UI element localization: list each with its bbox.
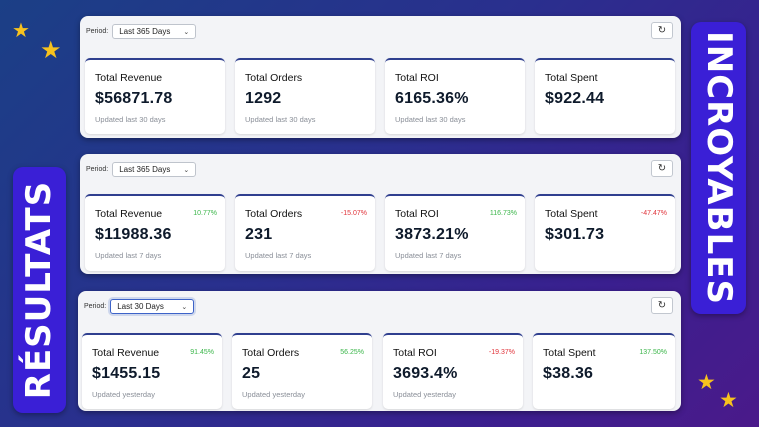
refresh-button[interactable]: ↻ (651, 22, 673, 39)
period-select[interactable]: Last 365 Days ⌄ (112, 24, 197, 39)
card-total-spent: Total Spent $922.44 (535, 58, 675, 134)
card-change-badge: -15.07% (340, 210, 367, 217)
card-change-badge: -47.47% (640, 210, 667, 217)
card-updated-text: Updated yesterday (92, 390, 155, 399)
refresh-icon: ↻ (657, 300, 667, 311)
period-control: Period: Last 365 Days ⌄ (86, 24, 197, 39)
period-label: Period: (84, 303, 107, 310)
card-change-badge: 137.50% (639, 349, 667, 356)
period-select[interactable]: Last 365 Days ⌄ (112, 162, 197, 177)
card-value: 3693.4% (393, 365, 458, 382)
period-select[interactable]: Last 30 Days ⌄ (110, 299, 195, 314)
banner-resultats: RÉSULTATS (13, 167, 66, 413)
card-total-revenue: Total Revenue $56871.78 Updated last 30 … (85, 58, 225, 134)
card-total-orders: Total Orders 56.25% 25 Updated yesterday (232, 333, 372, 409)
card-title: Total ROI (395, 208, 439, 220)
stats-panel-3: Period: Last 30 Days ⌄ ↻ Total Revenue 9… (78, 291, 681, 411)
chevron-down-icon: ⌄ (181, 303, 188, 311)
card-total-spent: Total Spent -47.47% $301.73 (535, 194, 675, 271)
card-value: 25 (242, 365, 261, 382)
card-value: 3873.21% (395, 226, 469, 243)
stats-panel-2: Period: Last 365 Days ⌄ ↻ Total Revenue … (80, 154, 681, 274)
card-value: $38.36 (543, 365, 594, 382)
card-value: 6165.36% (395, 90, 469, 107)
period-control: Period: Last 30 Days ⌄ (84, 299, 195, 314)
stats-panel-1: Period: Last 365 Days ⌄ ↻ Total Revenue … (80, 16, 681, 138)
banner-incroyables: INCROYABLES (691, 22, 746, 314)
banner-incroyables-text: INCROYABLES (698, 31, 739, 305)
card-title: Total Revenue (92, 347, 160, 359)
card-change-badge: 10.77% (193, 210, 217, 217)
card-updated-text: Updated yesterday (242, 390, 305, 399)
period-select-value: Last 365 Days (119, 27, 171, 36)
period-select-value: Last 365 Days (119, 165, 171, 174)
card-updated-text: Updated last 30 days (395, 115, 466, 124)
card-value: $922.44 (545, 90, 605, 107)
card-title: Total Spent (543, 347, 596, 359)
card-total-orders: Total Orders -15.07% 231 Updated last 7 … (235, 194, 375, 271)
card-title: Total Orders (245, 208, 303, 220)
chevron-down-icon: ⌄ (183, 28, 190, 36)
refresh-button[interactable]: ↻ (651, 297, 673, 314)
card-title: Total Orders (245, 72, 303, 84)
card-title: Total Revenue (95, 72, 163, 84)
card-title: Total Spent (545, 72, 598, 84)
card-title: Total Spent (545, 208, 598, 220)
card-change-badge: 91.45% (190, 349, 214, 356)
card-change-badge: 116.73% (489, 210, 517, 217)
period-select-value: Last 30 Days (117, 302, 164, 311)
card-value: $1455.15 (92, 365, 161, 382)
period-label: Period: (86, 166, 109, 173)
card-updated-text: Updated last 7 days (95, 251, 162, 260)
card-total-revenue: Total Revenue 91.45% $1455.15 Updated ye… (82, 333, 222, 409)
card-total-roi: Total ROI -19.37% 3693.4% Updated yester… (383, 333, 523, 409)
period-label: Period: (86, 28, 109, 35)
card-updated-text: Updated last 30 days (95, 115, 166, 124)
card-title: Total Orders (242, 347, 300, 359)
card-total-orders: Total Orders 1292 Updated last 30 days (235, 58, 375, 134)
card-value: 231 (245, 226, 273, 243)
card-total-revenue: Total Revenue 10.77% $11988.36 Updated l… (85, 194, 225, 271)
refresh-button[interactable]: ↻ (651, 160, 673, 177)
period-control: Period: Last 365 Days ⌄ (86, 162, 197, 177)
card-updated-text: Updated last 7 days (395, 251, 462, 260)
card-title: Total ROI (395, 72, 439, 84)
card-title: Total ROI (393, 347, 437, 359)
card-change-badge: -19.37% (488, 349, 515, 356)
card-value: $11988.36 (95, 226, 172, 243)
card-updated-text: Updated yesterday (393, 390, 456, 399)
banner-resultats-text: RÉSULTATS (19, 180, 60, 400)
card-value: $301.73 (545, 226, 605, 243)
card-total-spent: Total Spent 137.50% $38.36 (533, 333, 675, 409)
card-value: 1292 (245, 90, 282, 107)
refresh-icon: ↻ (657, 163, 667, 174)
card-value: $56871.78 (95, 90, 173, 107)
card-updated-text: Updated last 7 days (245, 251, 312, 260)
card-updated-text: Updated last 30 days (245, 115, 316, 124)
chevron-down-icon: ⌄ (183, 166, 190, 174)
card-title: Total Revenue (95, 208, 163, 220)
star-icon: ★ (40, 36, 62, 64)
star-icon: ★ (12, 18, 30, 42)
card-total-roi: Total ROI 116.73% 3873.21% Updated last … (385, 194, 525, 271)
card-total-roi: Total ROI 6165.36% Updated last 30 days (385, 58, 525, 134)
refresh-icon: ↻ (657, 25, 667, 36)
star-icon: ★ (697, 370, 716, 394)
card-change-badge: 56.25% (340, 349, 364, 356)
star-icon: ★ (719, 388, 738, 412)
